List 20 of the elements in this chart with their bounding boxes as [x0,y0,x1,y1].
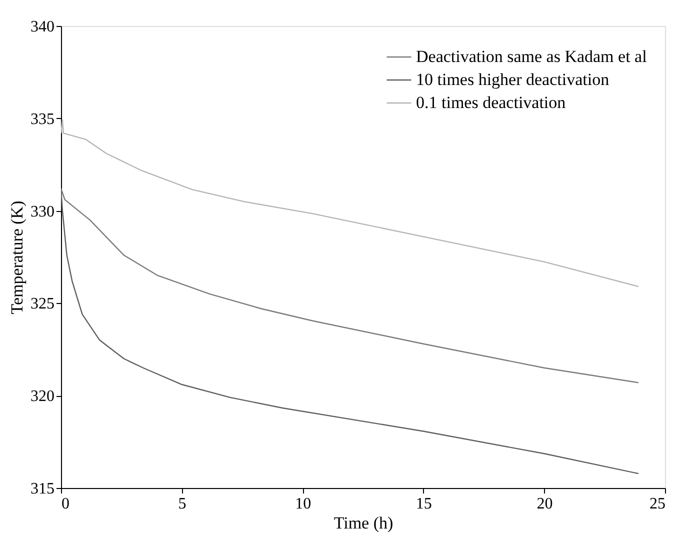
line-series [61,120,640,288]
y-tick-label: 335 [30,110,54,128]
y-tick-label: 330 [30,203,54,220]
legend-label: 0.1 times deactivation [416,93,566,112]
y-tick-label: 325 [30,296,54,313]
x-tick-label: 15 [416,496,432,512]
x-tick-label: 20 [536,496,553,512]
line-series [61,188,640,384]
y-tick-label: 320 [30,388,54,406]
y-tick-label: 340 [30,18,54,36]
y-tick-label: 315 [30,480,54,498]
x-tick-label: 0 [62,496,70,512]
x-tick-label: 25 [650,496,666,512]
y-axis-title: Temperature (K) [8,200,26,314]
legend-label: Deactivation same as Kadam et al [416,47,648,66]
legend-label: 10 times higher deactivation [416,70,610,89]
x-tick-label: 10 [295,496,312,512]
x-tick-label: 5 [178,496,186,512]
line-series [61,188,640,474]
x-axis-title: Time (h) [334,514,394,532]
